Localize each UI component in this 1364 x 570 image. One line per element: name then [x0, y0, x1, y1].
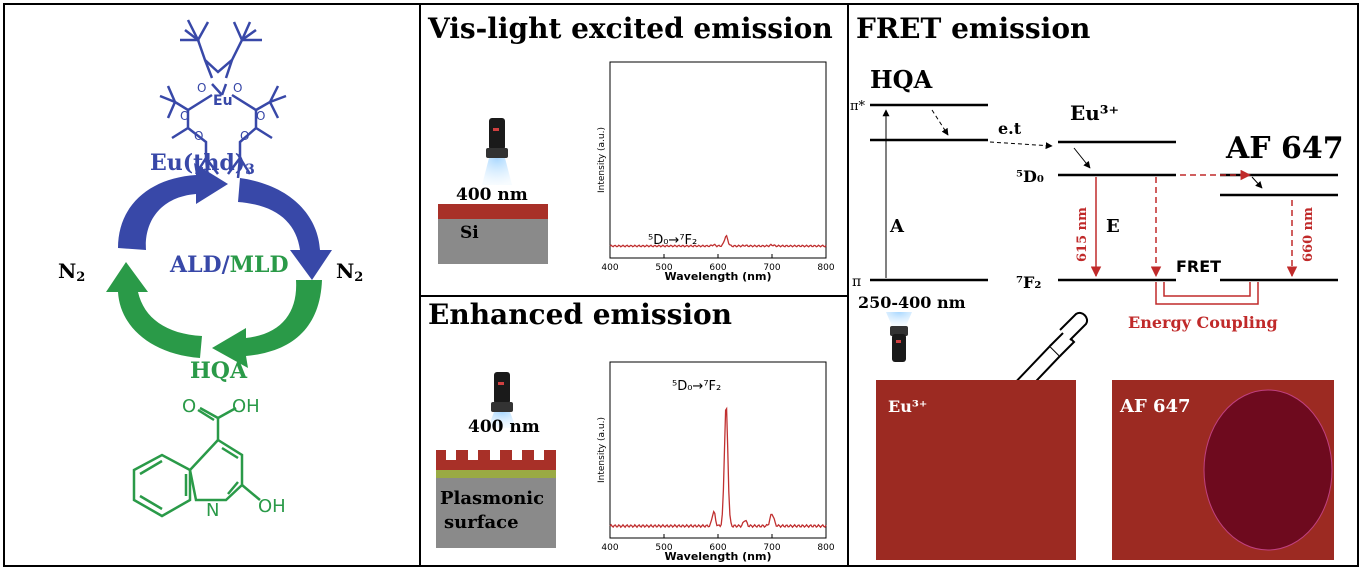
flashlight-enhanced — [488, 372, 516, 428]
wl-660-label: 660 nm — [1301, 207, 1316, 262]
isc-arrow — [931, 109, 949, 136]
y-axis-label: Intensity (a.u.) — [597, 417, 607, 483]
cycle-arrow-top-left — [118, 163, 228, 250]
cycle-label: ALD/MLD — [169, 252, 289, 278]
o-atom-1: O — [197, 81, 206, 95]
x-tick-label: 600 — [709, 263, 726, 273]
x-tick-label: 500 — [655, 263, 672, 273]
x-tick-label: 700 — [763, 543, 780, 553]
wl-615-label: 615 nm — [1075, 207, 1090, 262]
x-tick-label: 800 — [817, 543, 834, 553]
x-tick-label: 700 — [763, 263, 780, 273]
x-tick-label: 400 — [601, 263, 618, 273]
x-axis-label: Wavelength (nm) — [665, 550, 772, 563]
si-label: Si — [460, 223, 479, 243]
spectrum-curve — [609, 234, 827, 248]
af647-level-label: AF 647 — [1225, 131, 1344, 166]
linker-label: HQA — [190, 358, 248, 384]
coupling-bracket — [1155, 282, 1259, 305]
vis-film-layer — [438, 204, 548, 219]
x-tick-label: 500 — [655, 543, 672, 553]
eu-atom: Eu — [213, 93, 233, 109]
plasmonic-substrate — [436, 478, 556, 548]
o-atom-3: O — [180, 109, 189, 123]
af-spot — [1203, 389, 1333, 551]
spectrum-vis: 400 500 600 700 800 Wavelength (nm) Intensity … — [597, 61, 835, 283]
enhanced-panel-title: Enhanced emission — [428, 298, 732, 331]
x-tick-label: 600 — [709, 543, 726, 553]
hqa-oh-top: OH — [232, 396, 260, 417]
x-tick-label: 400 — [601, 543, 618, 553]
sample-af-label: AF 647 — [1119, 396, 1191, 417]
plasmonic-label-2: surface — [444, 512, 519, 533]
af-relax-arrow — [1251, 176, 1263, 189]
hqa-level-label: HQA — [870, 65, 933, 94]
vis-transition-label: ⁵D₀→⁷F₂ — [648, 233, 697, 248]
vis-panel-title: Vis-light excited emission — [427, 12, 833, 45]
vis-excitation-label: 400 nm — [456, 185, 528, 205]
o-atom-6: O — [240, 129, 249, 143]
x-axis-label: Wavelength (nm) — [665, 270, 772, 283]
cycle-arrow-bottom-left — [106, 262, 202, 358]
panel-borders — [3, 3, 1359, 567]
o-atom-4: O — [256, 109, 265, 123]
pi-star-label: π* — [850, 99, 866, 114]
plasmonic-label-1: Plasmonic — [440, 488, 544, 509]
cycle-arrow-bottom-right — [212, 280, 322, 368]
eu-level-label: Eu³⁺ — [1070, 101, 1119, 125]
enhanced-transition-label: ⁵D₀→⁷F₂ — [672, 379, 721, 394]
enhanced-excitation-label: 400 nm — [468, 417, 540, 437]
plasmonic-film — [436, 450, 556, 478]
cycle-arrow-top-right — [238, 178, 332, 280]
absorption-label: A — [889, 216, 905, 237]
emission-label: E — [1106, 216, 1120, 237]
eu-thd3-structure — [159, 19, 287, 179]
energy-transfer-arrow — [989, 141, 1053, 150]
fret-label: FRET — [1176, 257, 1221, 276]
y-axis-label: Intensity (a.u.) — [597, 127, 607, 193]
sample-eu — [876, 380, 1076, 560]
hqa-o: O — [182, 396, 196, 417]
hqa-structure — [132, 406, 261, 518]
outer-border — [3, 3, 1359, 567]
sample-eu-label: Eu³⁺ — [888, 397, 927, 416]
et-label: e.t — [998, 119, 1022, 138]
si-substrate — [438, 219, 548, 264]
purge-left-label: N2 — [58, 259, 85, 285]
hqa-oh-bottom: OH — [258, 496, 286, 517]
d0-label: ⁵D₀ — [1016, 167, 1044, 186]
purge-right-label: N2 — [336, 259, 363, 285]
f2-label: ⁷F₂ — [1016, 273, 1041, 292]
hqa-n: N — [206, 500, 219, 521]
eu-relax-arrow — [1073, 147, 1091, 169]
spectrum-frame — [609, 61, 827, 259]
flashlight-fret — [886, 312, 912, 362]
spectrum-curve — [609, 406, 827, 529]
x-tick-label: 800 — [817, 263, 834, 273]
o-atom-5: O — [194, 129, 203, 143]
excitation-range-label: 250-400 nm — [858, 293, 966, 312]
energy-levels — [870, 103, 1338, 282]
o-atom-2: O — [233, 81, 242, 95]
ald-mld-cycle — [106, 163, 332, 368]
spectrum-enhanced: 400 500 600 700 800 Wavelength (nm) Intensity … — [597, 361, 835, 563]
coupling-label: Energy Coupling — [1128, 313, 1278, 332]
flashlight-vis — [482, 118, 512, 185]
fret-panel-title: FRET emission — [856, 12, 1090, 45]
pi-label: π — [852, 274, 861, 290]
